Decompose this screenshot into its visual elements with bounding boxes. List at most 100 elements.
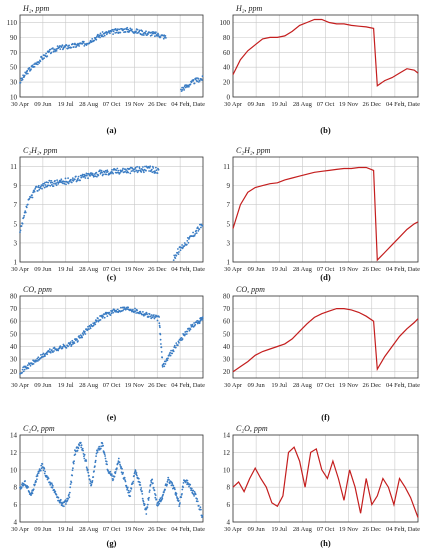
y-tick-label: 11 — [10, 163, 17, 171]
data-point — [141, 493, 144, 495]
data-point — [69, 483, 72, 485]
panel-e: 20 30 40 50 60 70 80 30 Apr 09 Jun 19 Jul 28 Aug 07… — [10, 285, 205, 422]
data-point — [92, 324, 95, 327]
data-point — [177, 497, 179, 500]
data-point — [72, 462, 75, 465]
panel-g: 4 6 8 10 12 14 30 Apr 09 Jun 19 Jul 28 Aug 07 Oct 1… — [10, 424, 205, 548]
data-point — [79, 441, 82, 444]
x-axis-end-label: t, Date — [403, 101, 420, 108]
data-point — [95, 171, 98, 174]
data-point — [134, 307, 136, 310]
data-point — [55, 50, 58, 52]
data-point — [105, 33, 108, 36]
data-point — [49, 184, 52, 187]
x-tick-label: 04 Feb — [386, 101, 404, 108]
data-point — [198, 322, 201, 325]
y-tick-label: 60 — [223, 49, 231, 57]
data-point — [110, 473, 113, 476]
data-point — [49, 48, 52, 51]
data-point — [81, 336, 84, 339]
data-point — [161, 497, 164, 500]
x-tick-label: 09 Jun — [248, 266, 266, 273]
x-tick-label: 26 Dec — [148, 266, 167, 273]
data-point — [114, 472, 117, 475]
data-point — [154, 171, 157, 174]
data-point — [146, 503, 149, 506]
data-point — [103, 34, 106, 37]
data-point — [157, 500, 160, 503]
data-point — [31, 492, 34, 495]
x-tick-label: 19 Nov — [125, 266, 145, 273]
data-point — [25, 206, 28, 209]
data-point — [177, 344, 179, 346]
data-point — [201, 224, 204, 227]
x-tick-label: 04 Feb — [171, 526, 189, 533]
panel-d: 1 3 5 7 9 11 30 Apr 09 Jun 19 Jul 28 Aug 07 Oct 19 … — [223, 146, 420, 282]
data-point — [172, 484, 175, 487]
data-point — [159, 497, 162, 500]
y-tick-label: 14 — [10, 432, 18, 440]
data-point — [59, 498, 62, 501]
data-point — [37, 356, 40, 359]
data-point — [81, 332, 84, 335]
data-point — [53, 182, 55, 185]
data-point — [46, 55, 49, 57]
data-point — [140, 487, 143, 489]
data-point — [101, 31, 104, 33]
data-point — [87, 325, 89, 328]
x-tick-label: 19 Nov — [339, 382, 359, 389]
data-point — [106, 463, 108, 466]
data-point — [65, 183, 67, 186]
data-point — [70, 46, 73, 49]
data-point — [172, 259, 175, 261]
data-point — [180, 496, 183, 499]
x-tick-label: 26 Dec — [362, 382, 381, 389]
data-point — [35, 185, 38, 188]
data-point — [83, 173, 86, 176]
data-point — [153, 314, 155, 316]
data-point — [85, 44, 88, 46]
data-point — [125, 28, 128, 31]
data-point — [170, 349, 173, 352]
data-point — [112, 478, 115, 480]
data-point — [68, 491, 71, 494]
data-point — [145, 507, 148, 510]
data-point — [134, 166, 137, 169]
plot-frame — [232, 14, 419, 98]
data-point — [22, 370, 25, 373]
data-point — [93, 39, 96, 42]
data-point — [148, 313, 151, 315]
data-point — [126, 170, 129, 173]
data-point — [129, 172, 132, 175]
data-point — [181, 338, 184, 340]
data-point — [87, 177, 89, 180]
data-point — [26, 364, 29, 367]
data-point — [201, 75, 204, 78]
series-line — [232, 166, 419, 262]
data-point — [69, 178, 72, 181]
y-tick-label: 5 — [227, 220, 231, 228]
data-point — [29, 364, 32, 367]
y-tick-label: 60 — [223, 318, 231, 326]
data-point — [70, 343, 73, 346]
data-point — [144, 32, 147, 35]
data-point — [193, 234, 196, 237]
data-point — [171, 482, 174, 485]
data-point — [163, 365, 166, 368]
data-point — [100, 169, 103, 172]
x-tick-label: 09 Jun — [248, 382, 266, 389]
data-point — [174, 257, 177, 259]
data-point — [94, 459, 97, 462]
data-point — [19, 231, 21, 234]
data-point — [148, 489, 151, 492]
data-point — [189, 483, 192, 486]
plot-frame — [19, 434, 204, 523]
data-point — [137, 169, 140, 172]
data-point — [135, 472, 138, 474]
y-tick-label: 9 — [227, 182, 231, 190]
data-point — [122, 167, 124, 170]
data-point — [64, 180, 66, 183]
data-point — [110, 30, 113, 33]
data-point — [169, 354, 172, 357]
data-point — [57, 183, 60, 185]
